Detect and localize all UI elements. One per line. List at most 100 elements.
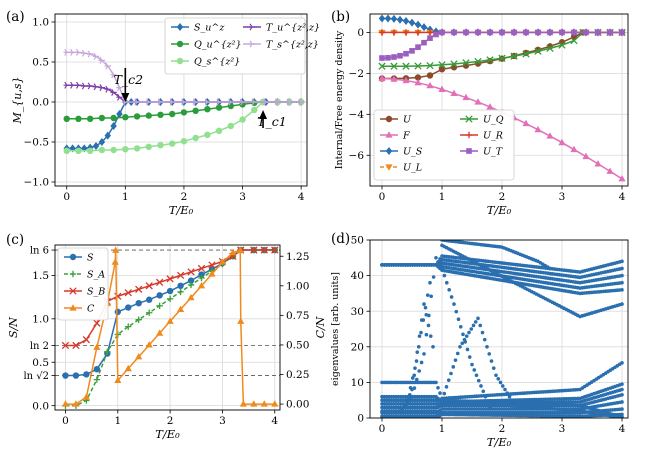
eigenvalue-band bbox=[380, 398, 624, 418]
y-tick-label: 0.5 bbox=[32, 357, 49, 369]
eigenvalue-point bbox=[476, 378, 481, 383]
data-point bbox=[61, 400, 70, 407]
data-point bbox=[583, 29, 589, 36]
data-point bbox=[414, 79, 422, 86]
data-point bbox=[157, 142, 164, 149]
data-point bbox=[192, 98, 199, 106]
data-point bbox=[198, 274, 205, 282]
data-point bbox=[122, 146, 129, 153]
eigenvalue-point bbox=[489, 359, 494, 363]
data-point bbox=[582, 152, 590, 160]
data-point bbox=[98, 138, 106, 146]
data-point bbox=[72, 400, 80, 407]
x-tick-label: 3 bbox=[239, 191, 246, 203]
data-point bbox=[474, 57, 482, 66]
data-point bbox=[402, 62, 410, 70]
x-tick-label: 2 bbox=[499, 191, 506, 203]
annotation-t-c1: T_c1 bbox=[257, 110, 287, 129]
annotation-label: T_c2 bbox=[114, 72, 144, 87]
data-point bbox=[534, 47, 542, 55]
eigenvalue-point bbox=[440, 398, 444, 403]
data-point bbox=[169, 98, 176, 106]
data-point bbox=[75, 115, 82, 123]
x-tick-label: 0 bbox=[63, 191, 70, 203]
panel-label: (c) bbox=[6, 232, 24, 248]
legend-entry: U bbox=[380, 115, 412, 126]
data-point bbox=[402, 29, 410, 36]
x-tick-label: 1 bbox=[114, 415, 121, 427]
eigenvalue-point bbox=[415, 377, 419, 382]
data-point bbox=[145, 309, 153, 316]
data-point bbox=[135, 285, 143, 293]
legend: S_u^z Q_u^{z²} Q_s^{z²} T_u^{z²,z} T_s^{z²,z… bbox=[164, 17, 320, 75]
data-point bbox=[260, 246, 268, 254]
data-point bbox=[239, 116, 246, 123]
legend-entry: U_T bbox=[460, 147, 503, 158]
x-tick-label: 4 bbox=[619, 423, 626, 435]
eigenvalue-point bbox=[449, 371, 453, 376]
data-point bbox=[390, 14, 398, 23]
eigenvalue-point bbox=[509, 398, 514, 403]
eigenvalue-point bbox=[620, 273, 624, 278]
y-axis-label: S/N bbox=[7, 317, 20, 338]
data-point bbox=[86, 147, 94, 154]
data-point bbox=[390, 29, 398, 36]
data-point bbox=[82, 393, 90, 400]
y-tick-label: 0 bbox=[357, 413, 364, 425]
data-point bbox=[135, 316, 142, 323]
x-tick-label: 0 bbox=[379, 191, 386, 203]
eigenvalue-point bbox=[426, 323, 431, 328]
data-point bbox=[98, 146, 106, 154]
data-point bbox=[75, 81, 82, 89]
eigenvalue-point bbox=[620, 302, 624, 306]
legend-label: Q_u^{z²} bbox=[194, 40, 242, 51]
data-point bbox=[83, 371, 90, 378]
legend-marker bbox=[248, 23, 256, 31]
data-point bbox=[251, 106, 258, 114]
data-point bbox=[438, 85, 446, 92]
panel-label: (b) bbox=[331, 9, 350, 25]
eigenvalue-point bbox=[469, 327, 474, 331]
data-point bbox=[239, 98, 246, 106]
eigenvalue-point bbox=[463, 340, 468, 344]
data-point bbox=[187, 281, 195, 289]
eigenvalue-point bbox=[413, 366, 417, 370]
x-tick-label: 1 bbox=[439, 423, 446, 435]
y-tick-label: −6 bbox=[349, 150, 365, 162]
annotation-label: T_c1 bbox=[257, 114, 287, 129]
data-point bbox=[378, 74, 386, 82]
legend-entry: Q_u^{z²} bbox=[171, 40, 242, 51]
eigenvalue-point bbox=[445, 280, 449, 285]
data-point bbox=[414, 20, 422, 29]
data-point bbox=[420, 23, 428, 32]
y-axis-label: eigenvalues [arb. units] bbox=[330, 272, 341, 386]
data-point bbox=[156, 329, 164, 336]
eigenvalue-point bbox=[470, 362, 474, 367]
data-point bbox=[260, 400, 268, 407]
legend-entry: S bbox=[64, 253, 94, 264]
legend-box bbox=[373, 109, 515, 181]
data-point bbox=[63, 81, 70, 89]
eigenvalue-point bbox=[488, 405, 492, 410]
data-point bbox=[462, 93, 470, 101]
legend-marker bbox=[385, 115, 393, 123]
x-tick-label: 3 bbox=[219, 415, 226, 427]
data-point bbox=[93, 365, 101, 373]
data-point bbox=[176, 305, 185, 313]
eigenvalue-point bbox=[434, 409, 438, 413]
legend-label: U_R bbox=[483, 131, 503, 142]
eigenvalue-band bbox=[380, 263, 624, 296]
y-tick-label: −1.0 bbox=[24, 177, 50, 189]
data-point bbox=[81, 82, 88, 90]
data-point bbox=[403, 50, 409, 57]
legend-marker bbox=[176, 57, 184, 65]
y-right-tick-label: 0.00 bbox=[286, 399, 309, 411]
eigenvalue-point bbox=[422, 302, 426, 306]
data-point bbox=[618, 175, 626, 182]
plot-frame bbox=[54, 244, 281, 411]
data-point bbox=[439, 29, 445, 36]
data-point bbox=[384, 14, 392, 23]
data-point bbox=[438, 61, 446, 69]
eigenvalue-point bbox=[431, 275, 436, 279]
